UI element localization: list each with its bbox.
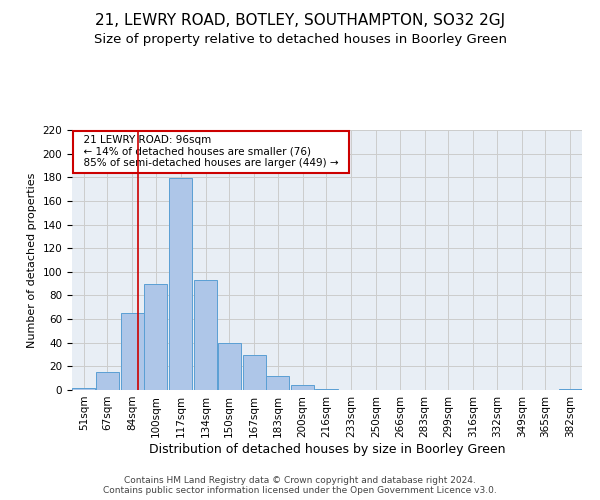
Y-axis label: Number of detached properties: Number of detached properties <box>27 172 37 348</box>
Bar <box>194 280 217 390</box>
Bar <box>73 388 95 390</box>
Text: 21, LEWRY ROAD, BOTLEY, SOUTHAMPTON, SO32 2GJ: 21, LEWRY ROAD, BOTLEY, SOUTHAMPTON, SO3… <box>95 12 505 28</box>
Text: Contains HM Land Registry data © Crown copyright and database right 2024.
Contai: Contains HM Land Registry data © Crown c… <box>103 476 497 495</box>
Bar <box>145 284 167 390</box>
Bar <box>266 376 289 390</box>
Text: Size of property relative to detached houses in Boorley Green: Size of property relative to detached ho… <box>94 32 506 46</box>
Text: 21 LEWRY ROAD: 96sqm  
  ← 14% of detached houses are smaller (76)  
  85% of se: 21 LEWRY ROAD: 96sqm ← 14% of detached h… <box>77 135 345 168</box>
Bar <box>243 354 266 390</box>
Bar <box>96 372 119 390</box>
Bar <box>121 313 143 390</box>
Bar <box>315 389 338 390</box>
X-axis label: Distribution of detached houses by size in Boorley Green: Distribution of detached houses by size … <box>149 442 505 456</box>
Bar <box>559 389 581 390</box>
Bar <box>218 342 241 390</box>
Bar <box>292 386 314 390</box>
Bar <box>169 178 192 390</box>
